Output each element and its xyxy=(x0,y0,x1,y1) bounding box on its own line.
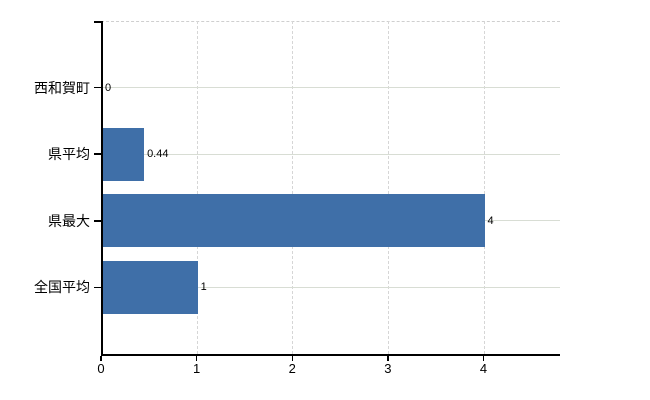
y-axis-tick xyxy=(94,220,101,222)
y-axis-tick xyxy=(94,153,101,155)
category-label: 西和賀町 xyxy=(34,79,90,96)
x-axis-tick xyxy=(195,356,198,361)
x-tick-label: 4 xyxy=(479,361,488,376)
x-axis-tick xyxy=(387,356,389,361)
bar xyxy=(103,194,485,248)
y-axis-tick xyxy=(94,21,101,23)
y-axis-line xyxy=(101,21,103,356)
v-gridline xyxy=(292,21,294,354)
bar-value-label: 1 xyxy=(200,281,207,294)
bar xyxy=(103,260,198,314)
h-gridline xyxy=(103,153,560,155)
x-tick-label: 1 xyxy=(193,361,201,376)
v-gridline xyxy=(196,21,198,354)
bar-value-label: 0.44 xyxy=(147,148,169,161)
x-tick-label: 0 xyxy=(97,361,105,376)
y-axis-tick xyxy=(94,286,101,289)
h-gridline xyxy=(103,87,560,89)
x-axis-line xyxy=(101,354,560,356)
x-axis-tick xyxy=(100,356,102,361)
h-gridline xyxy=(103,286,560,288)
x-tick-label: 3 xyxy=(384,361,392,376)
v-gridline xyxy=(483,21,485,354)
v-gridline xyxy=(387,21,389,354)
category-label: 県平均 xyxy=(48,146,90,163)
bar-value-label: 0 xyxy=(105,81,112,94)
category-label: 県最大 xyxy=(48,212,90,229)
x-axis-tick xyxy=(291,356,293,361)
bar xyxy=(103,127,145,181)
plot-top-border xyxy=(101,21,560,22)
bar-value-label: 4 xyxy=(487,214,494,227)
y-axis-tick xyxy=(94,86,101,89)
x-tick-label: 2 xyxy=(288,361,296,376)
x-axis-tick xyxy=(482,356,485,361)
category-label: 全国平均 xyxy=(34,279,90,296)
